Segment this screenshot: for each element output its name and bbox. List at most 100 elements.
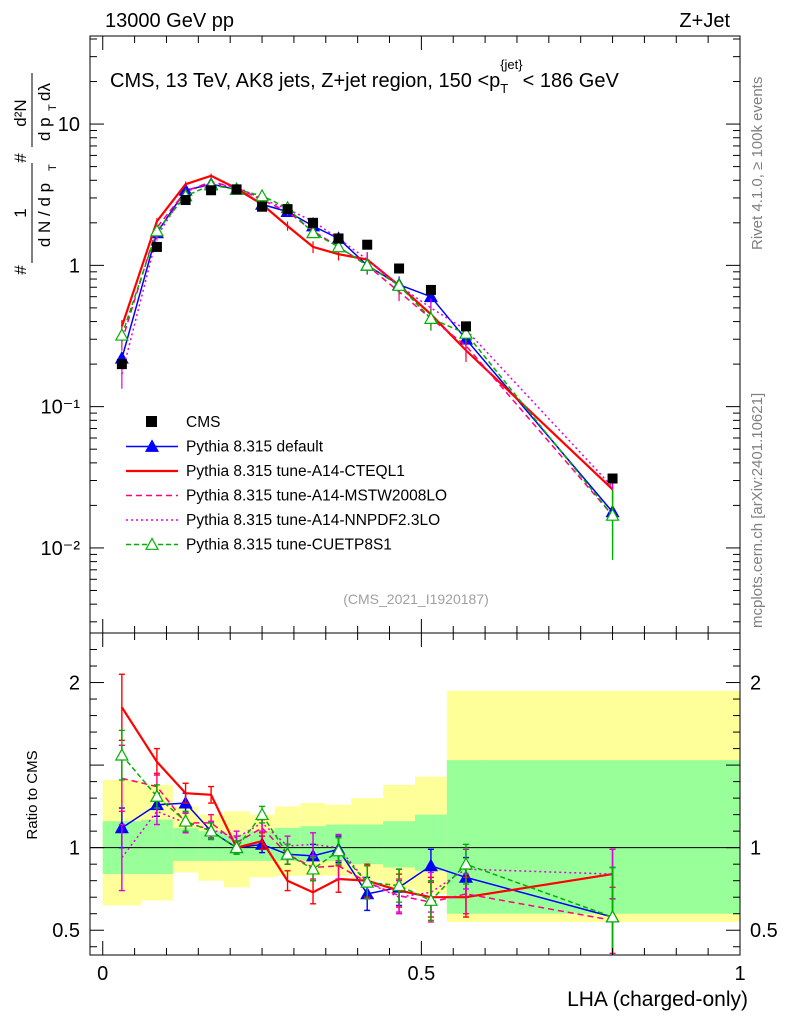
data-point [362,239,373,250]
series-marker-4 [149,223,164,237]
y-axis-label: # 1 d N / d p T # d²N d p T dλ [11,73,59,275]
main-panel: 10 1 10⁻¹ 10⁻² CMS, 13 TeV, AK8 jets, Z+jet… [11,35,741,634]
legend-label-4: Pythia 8.315 tune-CUETP8S1 [186,537,392,554]
ratio-marker-4 [178,814,193,827]
ratio-frame [89,632,741,956]
data-point [206,185,217,196]
data-point [394,263,405,274]
data-point [116,359,127,370]
series-marker-4 [331,239,346,253]
series-line-1 [120,174,614,491]
ratio-marker-4 [306,861,321,875]
rivet-label: Rivet 4.1.0, ≥ 100k events [749,77,766,250]
chart-title: CMS, 13 TeV, AK8 jets, Z+jet region, 150… [110,57,619,96]
ratio-marker-4 [605,909,620,923]
ratio-marker-4 [255,807,270,821]
data-point [151,241,162,252]
ratio-band-inner [383,821,415,868]
ratio-y-tick-label: 0.5 [52,920,80,942]
x-tick-label: 0 [97,963,108,985]
y-tick-label: 10⁻² [41,538,81,560]
ratio-marker-4 [458,856,474,870]
legend-marker-0 [144,439,160,452]
ratio-marker-4 [423,893,438,906]
data-point [282,204,293,215]
data-point [460,321,471,332]
series-marker-4 [306,225,321,239]
ratio-y-tick-label-right: 1 [750,838,761,860]
series-marker-4 [114,328,129,341]
legend-label-2: Pythia 8.315 tune-A14-MSTW2008LO [186,488,447,505]
ratio-marker-4 [331,843,346,857]
ratio-y-tick-label-right: 2 [750,673,761,695]
x-tick-label: 0.5 [407,963,435,985]
y-tick-label: 10 [58,114,80,136]
series-marker-4 [255,188,270,202]
legend-label-3: Pythia 8.315 tune-A14-NNPDF2.3LO [186,512,440,529]
ratio-marker-4 [392,878,407,892]
ratio-panel: 0 0.5 12 21 10.5 0.5 Ratio to CMS LHA (charge… [24,632,778,1011]
data-point [333,233,344,244]
ylabel-d2n: d²N [11,99,30,126]
data-point [308,217,319,228]
chart-title-tail: < 186 GeV [523,70,620,92]
ratio-marker-4 [204,823,219,837]
ylabel-dn: d N / d p [35,183,54,247]
data-point [425,284,436,295]
ratio-marker-0 [423,858,438,872]
energy-label: 13000 GeV pp [105,10,234,32]
ratio-marker-4 [149,789,164,802]
ratio-marker-4 [360,875,375,888]
ratio-marker-4 [280,847,295,860]
ylabel-hash: # [11,265,30,275]
legend-label-data: CMS [186,414,220,431]
x-tick-label: 1 [734,963,745,985]
ratio-y-tick-label: 1 [69,838,80,860]
source-label: mcplots.cern.ch [arXiv:2401.10621] [749,393,766,628]
data-point [257,201,268,212]
ratio-marker-4 [229,840,244,854]
legend-marker-data [146,416,157,427]
ratio-line-1 [120,706,613,899]
ratio-ylabel: Ratio to CMS [24,750,41,839]
ratio-y-tick-label: 2 [69,673,80,695]
series-marker-4 [458,326,474,339]
x-axis-label: LHA (charged-only) [567,988,748,1011]
legend-label-0: Pythia 8.315 default [186,439,324,456]
chart-title-main: CMS, 13 TeV, AK8 jets, Z+jet region, 150… [110,70,500,92]
ratio-series-layer [90,673,740,955]
ratio-y-tick-label-right: 0.5 [750,920,778,942]
series-marker-4 [360,258,375,271]
data-point [231,184,242,195]
legend: CMS Pythia 8.315 default Pythia 8.315 tune… [126,414,447,554]
ratio-line-2 [121,777,613,922]
ylabel-hash2: # [11,153,30,163]
process-label: Z+Jet [679,10,730,32]
ratio-marker-4 [114,747,129,761]
series-line-3 [121,183,614,488]
ylabel-t: T [47,164,59,171]
ratio-band-inner [140,819,173,875]
ylabel-dlambda: dλ [35,83,54,101]
data-point [180,195,191,206]
ratio-axis-ticks: 0 0.5 12 21 10.5 0.5 [52,633,778,985]
series-marker-4 [605,508,620,521]
legend-marker-4 [144,537,160,550]
series-marker-4 [423,311,438,324]
series-line-4 [121,184,614,516]
ylabel-denom-t: T [47,104,59,111]
ylabel-one: 1 [11,208,30,217]
ylabel-denom: d p [35,117,54,141]
main-series-layer [114,173,620,561]
analysis-id: (CMS_2021_I1920187) [343,591,489,607]
y-tick-label: 10⁻¹ [41,397,81,419]
main-axis-ticks: 10 1 10⁻¹ 10⁻² [41,36,741,633]
series-marker-4 [392,278,407,291]
legend-label-1: Pythia 8.315 tune-A14-CTEQL1 [186,463,405,480]
chart-title-sub: T [500,81,508,96]
chart-title-sup: {jet} [500,57,523,72]
ratio-band-inner [351,824,384,865]
data-point [607,473,618,484]
y-tick-label: 1 [69,255,80,277]
